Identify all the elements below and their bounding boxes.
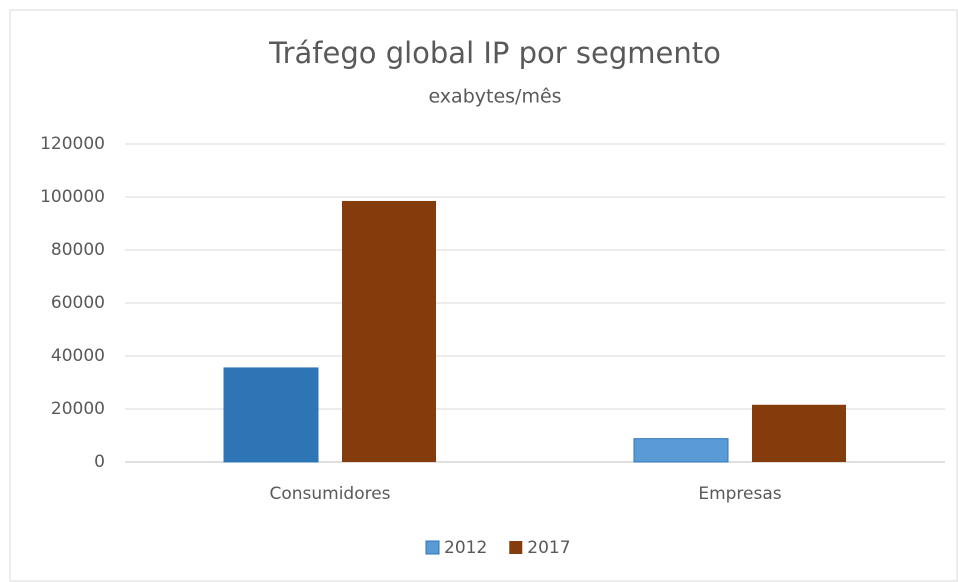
chart-subtitle: exabytes/mês (428, 86, 561, 108)
x-tick-label: Consumidores (269, 484, 390, 504)
x-tick-label: Empresas (698, 484, 781, 504)
y-tick-label: 80000 (51, 240, 105, 260)
y-tick-label: 20000 (51, 399, 105, 419)
y-tick-label: 120000 (40, 134, 105, 154)
bar (633, 438, 729, 463)
legend-label: 2017 (527, 538, 570, 558)
legend-swatch (509, 541, 523, 554)
legend-label: 2012 (444, 538, 487, 558)
y-tick-label: 40000 (51, 346, 105, 366)
y-tick-label: 100000 (40, 187, 105, 207)
chart-border (9, 9, 958, 582)
bar (223, 367, 319, 463)
y-tick-label: 60000 (51, 293, 105, 313)
y-tick-label: 0 (94, 452, 105, 472)
bar (342, 200, 436, 462)
chart-title: Tráfego global IP por segmento (268, 36, 721, 70)
bar (752, 404, 846, 462)
legend-swatch (425, 540, 440, 555)
